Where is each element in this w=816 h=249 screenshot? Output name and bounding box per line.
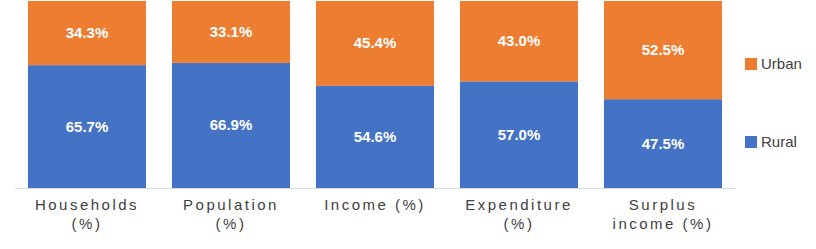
- bar-segment: [604, 99, 722, 188]
- data-label: 33.1%: [210, 23, 253, 40]
- chart-svg: 65.7% 34.3% 66.9% 33.1% 54.6% 45.4% 57.0% 43.0%…: [0, 0, 816, 249]
- bar-segment: [316, 86, 434, 188]
- x-axis: [15, 188, 735, 189]
- data-label: 45.4%: [354, 34, 397, 51]
- data-label: 47.5%: [642, 135, 685, 152]
- bar-segment: [172, 1, 290, 63]
- bar-segment: [460, 81, 578, 188]
- chart: 65.7% 34.3% 66.9% 33.1% 54.6% 45.4% 57.0% 43.0%…: [0, 0, 816, 249]
- bar-segment: [28, 1, 146, 65]
- data-label: 57.0%: [498, 126, 541, 143]
- x-tick-label: Surplus income (%): [613, 196, 714, 232]
- x-tick-labels: Households (%) Population (%) Income (%) Expe…: [35, 196, 714, 232]
- data-label: 54.6%: [354, 128, 397, 145]
- page: {"chart_data": {"type": "bar", "stacked"…: [0, 0, 816, 249]
- x-tick-label: Population (%): [183, 196, 279, 232]
- legend-swatch: [745, 58, 757, 70]
- legend-swatch: [745, 136, 757, 148]
- legend: Urban Rural: [745, 55, 802, 150]
- data-label: 52.5%: [642, 41, 685, 58]
- x-tick-label-line: Population: [183, 196, 279, 213]
- x-tick-label-line: (%): [72, 215, 103, 232]
- bar-segment: [28, 65, 146, 188]
- x-tick-label: Households (%): [35, 196, 139, 232]
- data-label: 34.3%: [66, 24, 109, 41]
- x-tick-label-line: income (%): [613, 215, 714, 232]
- x-tick-label: Expenditure (%): [465, 196, 573, 232]
- data-labels: 65.7% 34.3% 66.9% 33.1% 54.6% 45.4% 57.0% 43.0%…: [66, 23, 685, 152]
- bar-segment: [316, 1, 434, 86]
- x-tick-label-line: (%): [216, 215, 247, 232]
- legend-label: Urban: [761, 55, 802, 72]
- x-tick-label-line: Surplus: [629, 196, 697, 213]
- x-tick-label: Income (%): [324, 196, 426, 213]
- data-label: 43.0%: [498, 32, 541, 49]
- data-label: 66.9%: [210, 116, 253, 133]
- x-tick-label-line: Income (%): [324, 196, 426, 213]
- bars: [28, 1, 722, 188]
- bar-segment: [460, 1, 578, 81]
- legend-label: Rural: [761, 133, 797, 150]
- bar-segment: [604, 1, 722, 99]
- x-tick-label-line: Expenditure: [465, 196, 573, 213]
- bar-segment: [172, 63, 290, 188]
- data-label: 65.7%: [66, 118, 109, 135]
- x-tick-label-line: (%): [504, 215, 535, 232]
- x-tick-label-line: Households: [35, 196, 139, 213]
